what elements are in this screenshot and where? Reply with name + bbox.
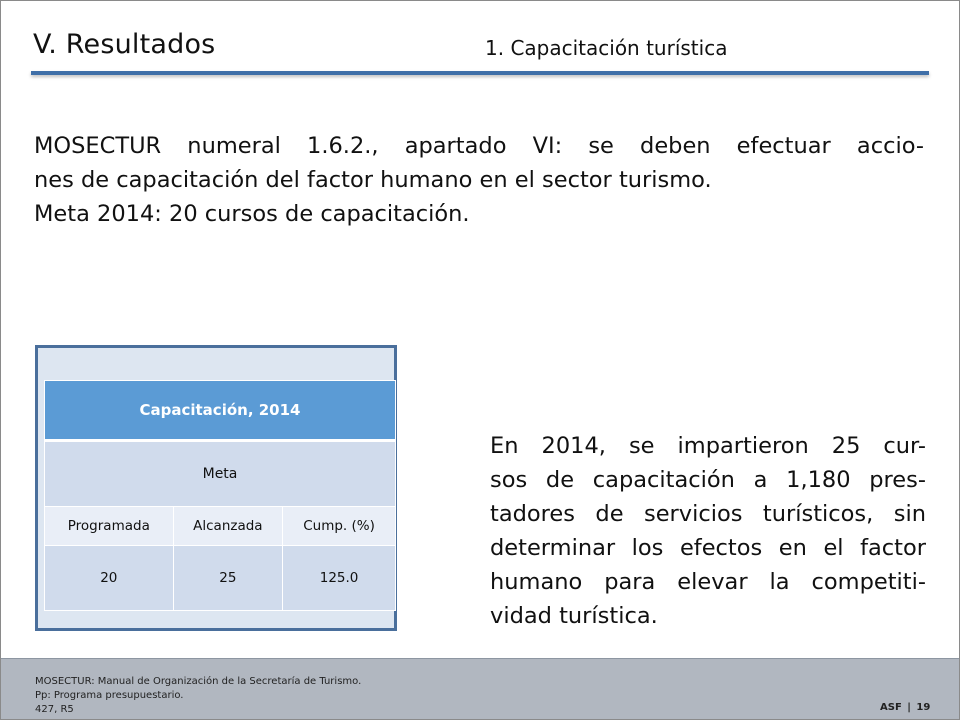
footnote: Pp: Programa presupuestario. — [35, 690, 184, 701]
section-title: V. Resultados — [33, 29, 216, 60]
page-indicator: ASF | 19 — [880, 702, 930, 713]
intro-line: Meta 2014: 20 cursos de capacitación. — [34, 201, 470, 227]
summary-paragraph: En 2014, se impartieron 25 cur- sos de c… — [490, 429, 926, 633]
summary-line: determinar los efectos en el factor — [490, 535, 926, 561]
intro-line: MOSECTUR numeral 1.6.2., apartado VI: se… — [34, 133, 924, 159]
column-header-programada: Programada — [44, 506, 174, 546]
table-header-row: Programada Alcanzada Cump. (%) — [44, 506, 396, 546]
title-divider — [31, 71, 929, 75]
cell-programada: 20 — [44, 545, 174, 611]
page-separator: | — [907, 702, 911, 713]
training-table: Capacitación, 2014 Meta Programada Alcan… — [44, 380, 396, 611]
summary-line: vidad turística. — [490, 603, 658, 629]
training-table-panel: Capacitación, 2014 Meta Programada Alcan… — [35, 345, 397, 631]
section-subtitle: 1. Capacitación turística — [485, 36, 728, 60]
footer-bar: MOSECTUR: Manual de Organización de la S… — [1, 658, 959, 719]
intro-paragraph: MOSECTUR numeral 1.6.2., apartado VI: se… — [34, 129, 924, 231]
footnote: MOSECTUR: Manual de Organización de la S… — [35, 676, 362, 687]
summary-line: En 2014, se impartieron 25 cur- — [490, 433, 926, 459]
cell-alcanzada: 25 — [172, 545, 284, 611]
intro-line: nes de capacitación del factor humano en… — [34, 167, 712, 193]
column-header-alcanzada: Alcanzada — [172, 506, 284, 546]
table-row: 20 25 125.0 — [44, 545, 396, 611]
column-header-cumplimiento: Cump. (%) — [282, 506, 396, 546]
org-label: ASF — [880, 702, 902, 713]
table-title: Capacitación, 2014 — [44, 380, 396, 442]
page-number: 19 — [916, 702, 931, 713]
cell-cumplimiento: 125.0 — [282, 545, 396, 611]
footnotes: MOSECTUR: Manual de Organización de la S… — [35, 675, 361, 717]
summary-line: tadores de servicios turísticos, sin — [490, 501, 926, 527]
table-group-label: Meta — [44, 440, 396, 507]
summary-line: sos de capacitación a 1,180 pres- — [490, 467, 926, 493]
summary-line: humano para elevar la competiti- — [490, 569, 926, 595]
footnote: 427, R5 — [35, 704, 74, 715]
